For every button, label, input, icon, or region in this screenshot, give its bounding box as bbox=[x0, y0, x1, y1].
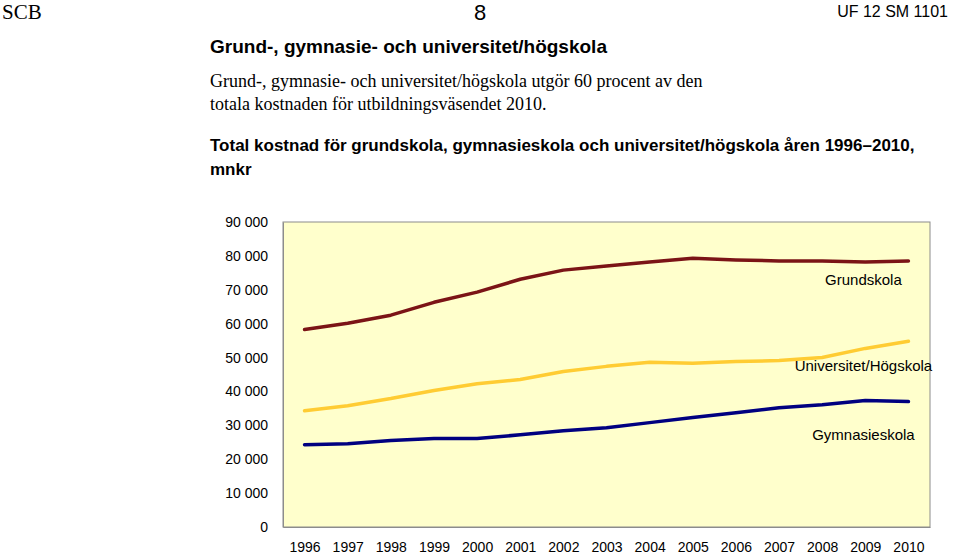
x-tick: 2002 bbox=[548, 527, 579, 555]
y-tick: 70 000 bbox=[225, 282, 283, 298]
x-tick-label: 2001 bbox=[505, 539, 536, 555]
x-tick: 2006 bbox=[721, 527, 752, 555]
series-line bbox=[305, 341, 909, 410]
x-tick-label: 2000 bbox=[462, 539, 493, 555]
y-tick-label: 10 000 bbox=[225, 485, 268, 501]
section-title: Grund-, gymnasie- och universitet/högsko… bbox=[210, 36, 607, 58]
x-tick-label: 1999 bbox=[419, 539, 450, 555]
x-tick-label: 2007 bbox=[764, 539, 795, 555]
y-tick-label: 50 000 bbox=[225, 350, 268, 366]
header-left: SCB bbox=[2, 0, 42, 25]
page-number: 8 bbox=[0, 0, 960, 26]
x-tick: 2000 bbox=[462, 527, 493, 555]
y-tick-label: 60 000 bbox=[225, 316, 268, 332]
y-tick: 40 000 bbox=[225, 383, 283, 399]
series-label: Grundskola bbox=[825, 271, 902, 288]
chart-title: Total kostnad för grundskola, gymnasiesk… bbox=[210, 134, 955, 182]
y-tick: 0 bbox=[260, 519, 283, 535]
x-tick-label: 2010 bbox=[893, 539, 924, 555]
series-labels: Grundskola Universitet/Högskola Gymnasiesk… bbox=[795, 271, 933, 443]
x-tick: 2009 bbox=[850, 527, 881, 555]
x-tick-label: 2006 bbox=[721, 539, 752, 555]
x-tick: 2001 bbox=[505, 527, 536, 555]
plot: 0 10 000 20 000 30 000 40 000 50 000 60 000 70 … bbox=[225, 214, 933, 555]
x-tick: 2005 bbox=[678, 527, 709, 555]
x-tick: 1996 bbox=[289, 527, 320, 555]
series-label: Universitet/Högskola bbox=[795, 357, 933, 374]
y-tick: 60 000 bbox=[225, 316, 283, 332]
x-tick-label: 2005 bbox=[678, 539, 709, 555]
y-tick-label: 0 bbox=[260, 519, 268, 535]
series-line bbox=[305, 258, 909, 329]
y-tick: 10 000 bbox=[225, 485, 283, 501]
header-right: UF 12 SM 1101 bbox=[837, 3, 948, 21]
y-tick-label: 20 000 bbox=[225, 451, 268, 467]
y-tick: 80 000 bbox=[225, 248, 283, 264]
intro-text: Grund-, gymnasie- och universitet/högsko… bbox=[210, 70, 745, 116]
x-tick-label: 2004 bbox=[635, 539, 666, 555]
x-axis-line bbox=[284, 527, 931, 528]
plot-area bbox=[283, 222, 930, 527]
lines bbox=[305, 258, 909, 444]
series-label: Gymnasieskola bbox=[812, 426, 915, 443]
x-tick: 2010 bbox=[893, 527, 924, 555]
x-tick: 2008 bbox=[807, 527, 838, 555]
x-tick-label: 2009 bbox=[850, 539, 881, 555]
y-tick: 20 000 bbox=[225, 451, 283, 467]
x-tick-label: 2008 bbox=[807, 539, 838, 555]
y-tick-label: 80 000 bbox=[225, 248, 268, 264]
y-tick-label: 30 000 bbox=[225, 417, 268, 433]
y-axis-line bbox=[283, 223, 284, 528]
y-tick-label: 90 000 bbox=[225, 214, 268, 230]
x-tick-label: 1998 bbox=[376, 539, 407, 555]
x-tick-label: 2002 bbox=[548, 539, 579, 555]
chart: 0 10 000 20 000 30 000 40 000 50 000 60 000 70 … bbox=[0, 0, 960, 557]
x-tick-label: 1997 bbox=[333, 539, 364, 555]
x-tick: 1999 bbox=[419, 527, 450, 555]
y-tick: 50 000 bbox=[225, 350, 283, 366]
y-tick: 30 000 bbox=[225, 417, 283, 433]
x-tick: 2004 bbox=[635, 527, 666, 555]
x-tick-label: 1996 bbox=[289, 539, 320, 555]
x-tick: 2007 bbox=[764, 527, 795, 555]
x-tick: 2003 bbox=[591, 527, 622, 555]
y-axis: 0 10 000 20 000 30 000 40 000 50 000 60 000 70 … bbox=[225, 214, 283, 535]
y-tick: 90 000 bbox=[225, 214, 283, 230]
y-tick-label: 70 000 bbox=[225, 282, 268, 298]
x-tick: 1998 bbox=[376, 527, 407, 555]
y-tick-label: 40 000 bbox=[225, 383, 268, 399]
x-tick-label: 2003 bbox=[591, 539, 622, 555]
x-axis: 1996 1997 1998 1999 2000 2001 2002 2003 2004 2005… bbox=[284, 527, 931, 555]
x-tick: 1997 bbox=[333, 527, 364, 555]
